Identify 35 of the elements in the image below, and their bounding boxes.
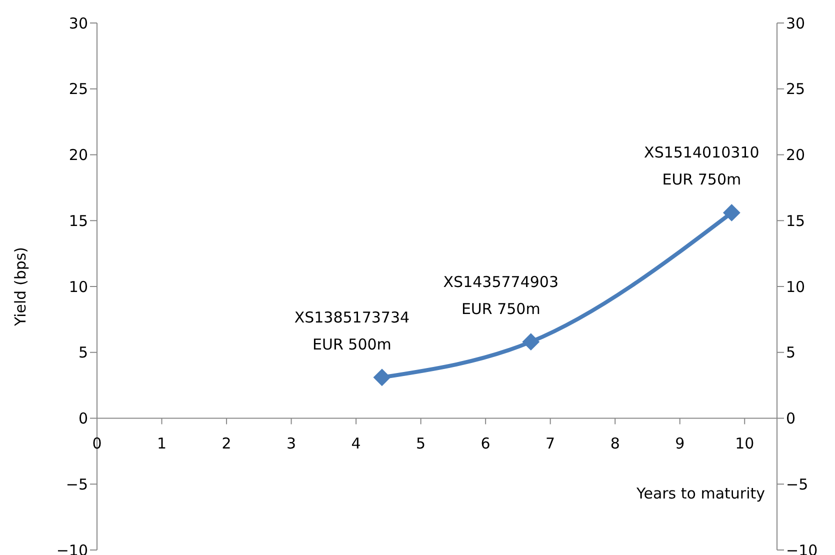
y2-tick-label: −5 xyxy=(786,475,808,494)
annotation: XS1435774903 EUR 750m xyxy=(443,272,559,318)
y-tick-label: 15 xyxy=(68,212,88,230)
x-tick-label: 10 xyxy=(735,434,754,452)
y-tick-label: 30 xyxy=(68,14,88,32)
x-tick-label: 6 xyxy=(480,434,490,452)
x-tick-label: 9 xyxy=(675,434,685,452)
y2-tick-label: 20 xyxy=(786,146,806,164)
x-tick-label: 0 xyxy=(92,434,102,452)
y2-tick-label: 5 xyxy=(786,344,796,362)
y-tick-label: 0 xyxy=(78,410,88,428)
annotation: XS1385173734 EUR 500m xyxy=(294,308,410,354)
y-tick-label: 20 xyxy=(68,146,88,164)
y2-tick-label: 10 xyxy=(786,278,806,296)
x-tick-label: 1 xyxy=(156,434,167,452)
x-tick-label: 5 xyxy=(416,434,426,452)
point xyxy=(723,204,740,222)
x-tick-label: 7 xyxy=(546,434,556,452)
point xyxy=(373,368,390,386)
y-tick-label: 5 xyxy=(78,344,88,362)
y-tick-label: 25 xyxy=(68,80,88,98)
y-tick-label: −5 xyxy=(66,475,88,494)
x-tick-label: 2 xyxy=(222,434,232,452)
x-tick-label: 8 xyxy=(610,434,620,452)
y2-tick-label: 30 xyxy=(786,14,806,32)
y2-tick-label: 15 xyxy=(786,212,806,230)
x-axis-title: Years to maturity xyxy=(636,484,766,502)
y-axis-title: Yield (bps) xyxy=(11,246,30,328)
x-tick-label: 4 xyxy=(351,434,361,452)
x-tick-label: 3 xyxy=(286,434,296,452)
y-tick-label: 10 xyxy=(68,278,88,296)
point xyxy=(522,333,540,350)
y2-tick-label: 25 xyxy=(786,80,806,98)
annotation: XS1514010310 EUR 750m xyxy=(644,144,760,189)
y2-tick-label: 0 xyxy=(786,410,796,428)
